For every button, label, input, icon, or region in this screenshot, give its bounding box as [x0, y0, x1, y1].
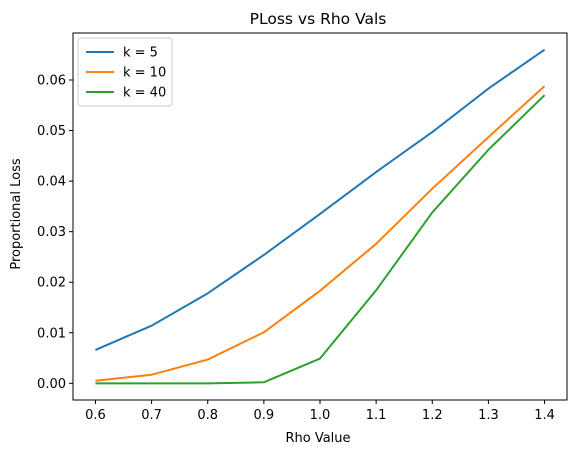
series-line-3: [95, 94, 546, 385]
series-line-2: [95, 85, 546, 382]
series-line-1: [95, 48, 546, 351]
plot-area: 0.6 0.7 0.8 0.9 1.0 1.1 1.2 1.3 1.4 0.00 0.01 0.02 0…: [37, 32, 568, 423]
legend-box: [77, 37, 173, 107]
x-tick-label: 0.9: [254, 408, 275, 423]
legend-label-3: k = 40: [123, 86, 166, 101]
y-tick-label: 0.00: [37, 377, 66, 392]
y-tick-label: 0.04: [37, 175, 66, 190]
y-tick-label: 0.05: [37, 124, 66, 139]
x-tick-label: 0.8: [197, 408, 218, 423]
y-axis-label: Proportional Loss: [9, 158, 24, 270]
x-axis-label: Rho Value: [285, 431, 350, 446]
x-tick-label: 1.0: [310, 408, 331, 423]
y-tick-label: 0.06: [37, 74, 66, 89]
legend-label-1: k = 5: [123, 46, 158, 61]
y-tick-label: 0.01: [37, 326, 66, 341]
x-tick-label: 1.1: [366, 408, 387, 423]
chart-title: PLoss vs Rho Vals: [250, 10, 387, 28]
y-tick-label: 0.02: [37, 276, 66, 291]
x-tick-label: 1.2: [422, 408, 443, 423]
y-tick-label: 0.03: [37, 225, 66, 240]
x-tick-label: 0.7: [141, 408, 162, 423]
legend-label-2: k = 10: [123, 66, 166, 81]
x-tick-label: 1.4: [534, 408, 555, 423]
x-tick-label: 1.3: [478, 408, 499, 423]
x-tick-label: 0.6: [85, 408, 106, 423]
